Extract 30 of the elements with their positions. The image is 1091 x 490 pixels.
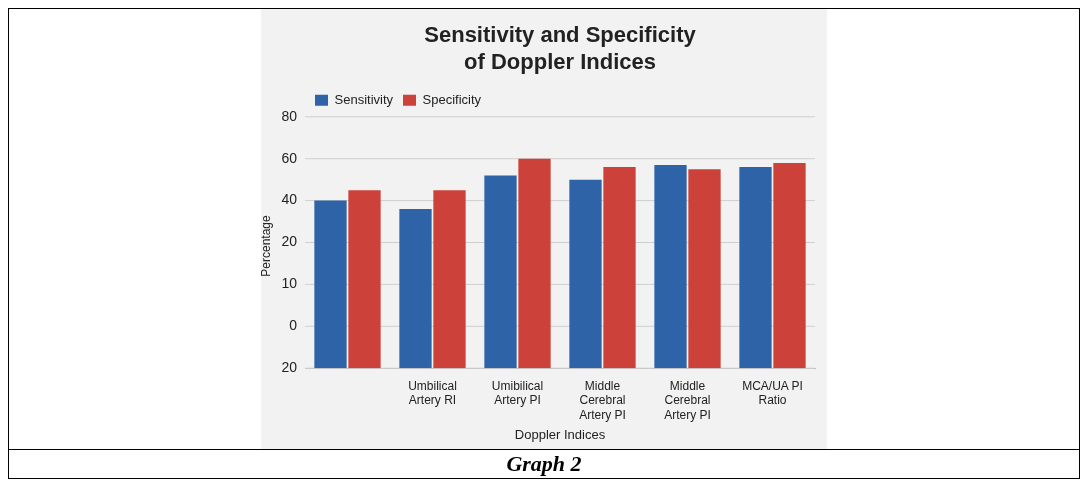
- text: 0: [289, 317, 298, 334]
- text: 20: [281, 359, 298, 376]
- legend-label: Specificity: [422, 91, 482, 107]
- text: 40: [281, 191, 298, 208]
- bar: [484, 175, 517, 369]
- bar: [518, 158, 551, 369]
- x-tick-label: Umbilical Artery RI: [408, 378, 457, 408]
- y-axis-title: Percentage: [258, 215, 273, 277]
- x-axis-title: Doppler Indices: [514, 426, 606, 442]
- text: 20: [281, 233, 298, 250]
- bar: [773, 162, 806, 369]
- text: 60: [281, 149, 298, 166]
- text: 10: [281, 275, 298, 292]
- text: 80: [281, 107, 298, 124]
- x-tick-label: Middle Cerebral Artery PI: [579, 378, 626, 422]
- caption: Graph 2: [9, 449, 1079, 478]
- x-tick-label: Middle Cerebral Artery PI: [664, 378, 711, 422]
- bar: [739, 167, 772, 369]
- bar: [603, 167, 636, 369]
- bar: [654, 164, 687, 369]
- bar: [688, 169, 721, 369]
- chart-title: Sensitivity and Specificity of Doppler Indices: [424, 22, 697, 74]
- bar: [569, 179, 602, 369]
- bar: [348, 190, 381, 369]
- x-tick-label: Umibilical Artery PI: [491, 378, 544, 408]
- bar: [399, 208, 432, 369]
- bar: [433, 190, 466, 369]
- x-tick-label: MCA/UA PI Ratio: [742, 378, 803, 408]
- bar: [314, 200, 347, 369]
- legend-label: Sensitivity: [334, 91, 394, 107]
